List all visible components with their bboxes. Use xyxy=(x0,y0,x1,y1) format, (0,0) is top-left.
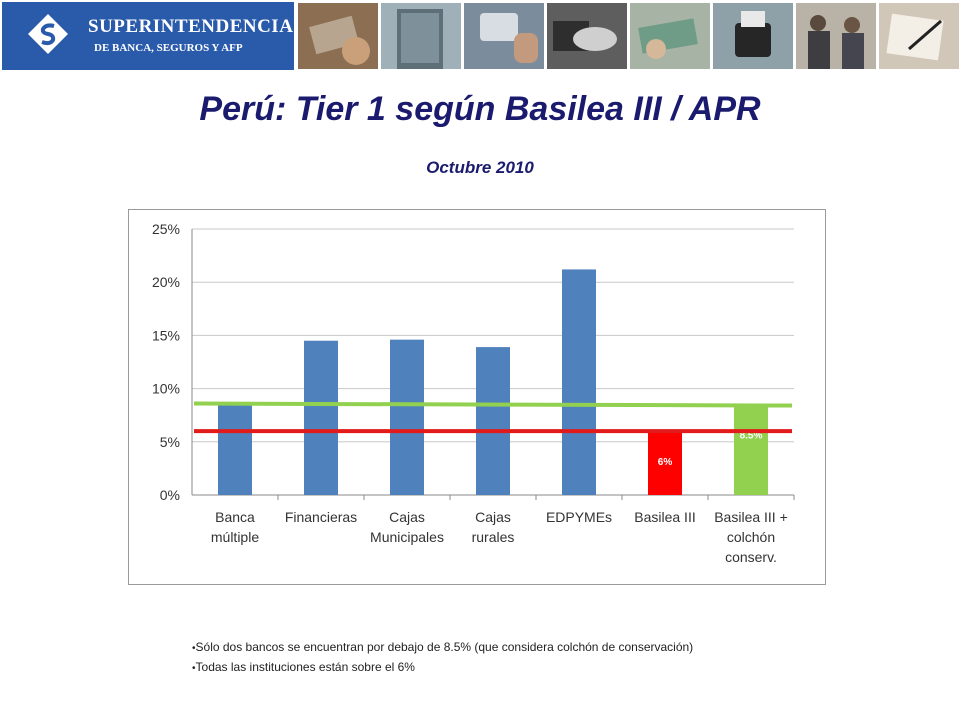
x-tick-label: Cajas Municipales xyxy=(370,509,444,545)
money-photo xyxy=(630,3,710,69)
bullet-icon: • xyxy=(192,663,196,674)
meeting-photo xyxy=(796,3,876,69)
y-tick-label: 10% xyxy=(152,381,180,397)
header-banner: SUPERINTENDENCIA DE BANCA, SEGUROS Y AFP xyxy=(0,0,960,72)
bar xyxy=(304,340,338,495)
logo-diamond-icon xyxy=(28,14,68,54)
bar xyxy=(734,404,768,495)
notes: •Sólo dos bancos se encuentran por debaj… xyxy=(192,638,693,678)
x-tick-label: Cajas rurales xyxy=(472,509,515,545)
page-title: Perú: Tier 1 según Basilea III / APR xyxy=(199,90,761,128)
keyboard-photo xyxy=(464,3,544,69)
bar xyxy=(476,347,510,495)
bar xyxy=(390,339,424,495)
logo-title: SUPERINTENDENCIA xyxy=(88,16,294,37)
data-label: 6% xyxy=(658,457,673,468)
x-tick-label: Basilea III xyxy=(634,509,695,525)
chart-frame: 0% 5% 10% 15% 20% 25% Banca múltiple Financieras… xyxy=(128,209,826,585)
logo-subtitle: DE BANCA, SEGUROS Y AFP xyxy=(94,42,243,54)
page-subtitle: Octubre 2010 xyxy=(426,158,534,177)
card-terminal-photo xyxy=(713,3,793,69)
bar xyxy=(562,269,596,495)
reference-line-8-5 xyxy=(193,401,793,408)
x-tick-label: Banca múltiple xyxy=(211,509,259,545)
building-photo xyxy=(381,3,461,69)
x-tick-label: EDPYMEs xyxy=(546,509,612,525)
note-item: •Todas las instituciones están sobre el … xyxy=(192,660,415,674)
tier1-bar-chart: 0% 5% 10% 15% 20% 25% Banca múltiple Financieras… xyxy=(152,221,795,565)
bar xyxy=(648,431,682,495)
bar xyxy=(218,402,252,495)
x-tick-label: Basilea III + colchón conserv. xyxy=(714,509,788,565)
note-item: •Sólo dos bancos se encuentran por debaj… xyxy=(192,640,694,654)
y-tick-label: 0% xyxy=(160,487,180,503)
y-tick-label: 20% xyxy=(152,274,180,290)
y-tick-label: 15% xyxy=(152,327,180,343)
bullet-icon: • xyxy=(192,643,196,654)
signing-photo xyxy=(879,3,959,69)
handshake-photo xyxy=(547,3,627,69)
y-tick-label: 5% xyxy=(160,434,180,450)
x-tick-label: Financieras xyxy=(285,509,357,525)
card-photo xyxy=(298,3,378,69)
y-tick-label: 25% xyxy=(152,221,180,237)
data-label: 8.5% xyxy=(740,431,763,442)
sbs-logo: SUPERINTENDENCIA DE BANCA, SEGUROS Y AFP xyxy=(2,2,294,70)
